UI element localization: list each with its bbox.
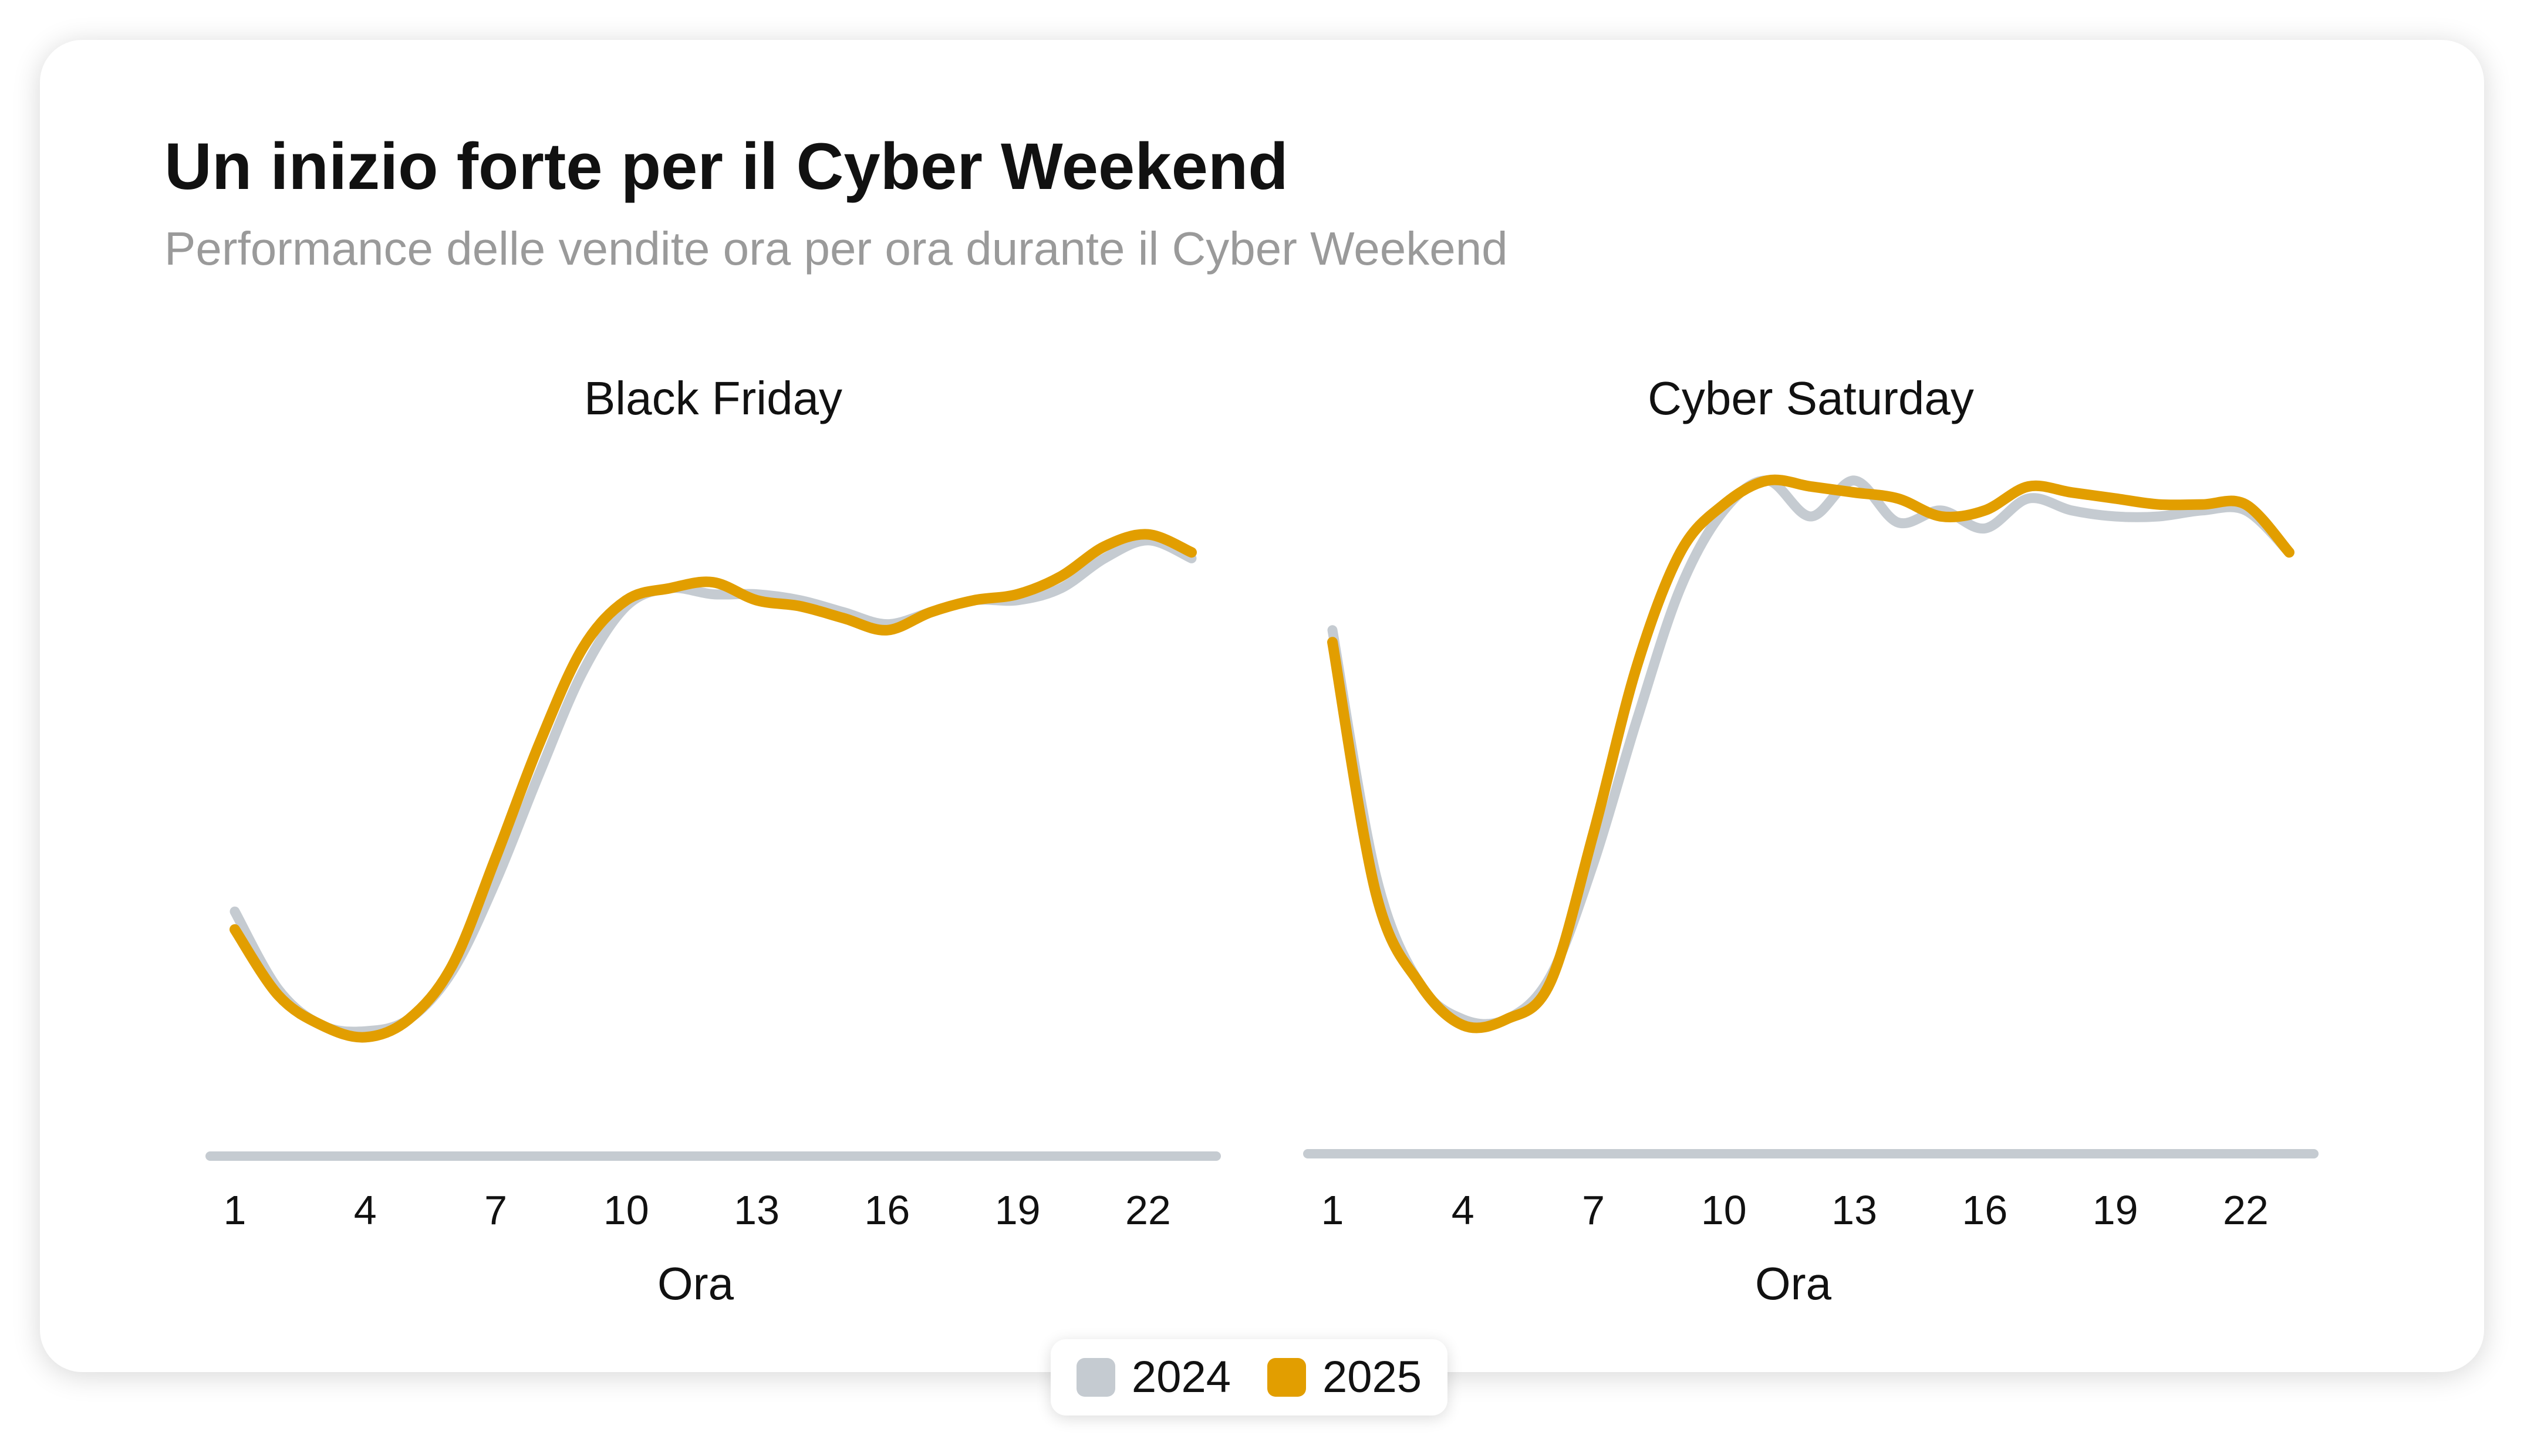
cyber-saturday-x-tick-label: 4 bbox=[1452, 1187, 1474, 1233]
legend-item-2025: 2025 bbox=[1267, 1355, 1422, 1400]
black-friday-x-tick-label: 1 bbox=[224, 1187, 247, 1233]
black-friday-x-tick-label: 10 bbox=[603, 1187, 649, 1233]
black-friday-x-tick-label: 4 bbox=[354, 1187, 377, 1233]
black-friday-x-tick-label: 16 bbox=[864, 1187, 910, 1233]
legend-swatch-2024 bbox=[1076, 1358, 1115, 1397]
legend-label-2025: 2025 bbox=[1322, 1352, 1422, 1402]
black-friday-x-tick-label: 7 bbox=[484, 1187, 507, 1233]
chart-subtitle: Performance delle vendite ora per ora du… bbox=[164, 222, 1508, 275]
cyber-saturday-x-tick-label: 16 bbox=[1962, 1187, 2007, 1233]
black-friday-panel-title: Black Friday bbox=[584, 372, 842, 424]
black-friday-x-tick-label: 22 bbox=[1125, 1187, 1171, 1233]
black-friday-x-axis-label: Ora bbox=[657, 1258, 734, 1309]
black-friday-x-tick-label: 13 bbox=[734, 1187, 780, 1233]
black-friday-series-2025-line bbox=[230, 529, 1197, 1043]
cyber-saturday-x-tick-label: 1 bbox=[1321, 1187, 1344, 1233]
cyber-saturday-panel-title: Cyber Saturday bbox=[1648, 372, 1974, 424]
black-friday-series-2024-line bbox=[230, 535, 1197, 1037]
cyber-saturday-x-tick-label: 7 bbox=[1582, 1187, 1605, 1233]
chart-title: Un inizio forte per il Cyber Weekend bbox=[164, 130, 1288, 203]
cyber-saturday-x-tick-label: 19 bbox=[2093, 1187, 2138, 1233]
legend: 2024 2025 bbox=[1051, 1339, 1447, 1416]
cyber-saturday-x-tick-label: 13 bbox=[1831, 1187, 1877, 1233]
cyber-saturday-series-2024-line bbox=[1327, 475, 2294, 1029]
legend-label-2024: 2024 bbox=[1131, 1352, 1231, 1402]
legend-item-2024: 2024 bbox=[1076, 1352, 1231, 1402]
cyber-saturday-x-tick-label: 10 bbox=[1701, 1187, 1747, 1233]
cyber-saturday-series-2025-line bbox=[1327, 474, 2294, 1033]
legend-swatch-2025 bbox=[1267, 1358, 1306, 1397]
black-friday-x-tick-label: 19 bbox=[995, 1187, 1041, 1233]
cyber-saturday-x-axis-label: Ora bbox=[1755, 1258, 1832, 1309]
cyber-saturday-x-tick-label: 22 bbox=[2223, 1187, 2269, 1233]
